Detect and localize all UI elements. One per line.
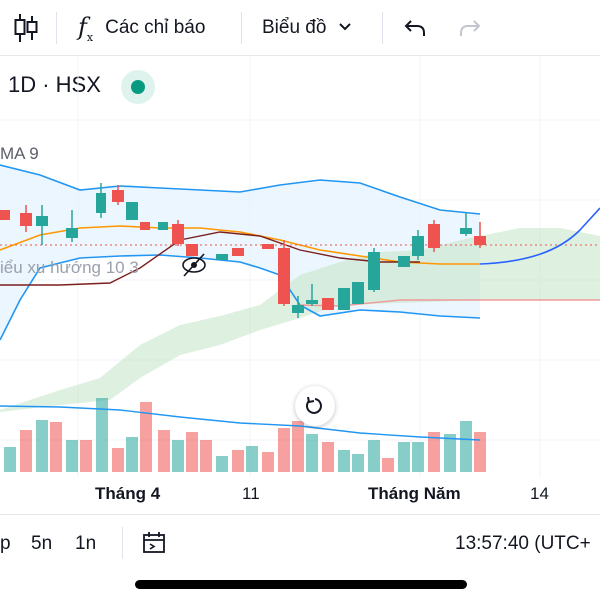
timeframe-partial-button[interactable]: p <box>0 533 11 554</box>
timeframe-5n-button[interactable]: 5n <box>31 533 53 554</box>
trend-indicator-label[interactable]: iểu xu hướng 10 3 <box>0 258 139 277</box>
undo-icon[interactable] <box>403 0 427 56</box>
clock-time[interactable]: 13:57:40 (UTC+ <box>455 533 591 554</box>
top-toolbar: fx Các chỉ báo Biểu đồ <box>0 0 600 56</box>
projection-curve <box>479 207 600 265</box>
market-status-indicator <box>121 70 155 104</box>
indicators-button[interactable]: fx Các chỉ báo <box>78 0 205 56</box>
indicators-label: Các chỉ báo <box>105 17 206 38</box>
bollinger-upper <box>0 164 481 215</box>
volume-bars <box>4 398 486 472</box>
toolbar-divider <box>122 527 123 559</box>
symbol-label[interactable]: 1D · HSX <box>8 72 101 97</box>
redo-icon[interactable] <box>458 0 482 56</box>
toolbar-divider <box>56 12 57 44</box>
ma-indicator-label[interactable]: MA 9 <box>0 144 39 163</box>
candles <box>0 183 486 318</box>
ichimoku-cloud <box>0 228 600 412</box>
hide-icon <box>182 253 206 277</box>
bollinger-lower <box>0 254 481 341</box>
x-tick-label: 11 <box>242 484 260 503</box>
toolbar-divider <box>241 12 242 44</box>
chevron-down-icon <box>338 19 352 37</box>
bottom-toolbar: p 5n 1n 13:57:40 (UTC+ <box>0 514 600 570</box>
chart-type-label: Biểu đồ <box>262 17 327 38</box>
date-range-icon[interactable] <box>142 531 168 560</box>
trend-line <box>0 231 420 286</box>
x-tick-label: 14 <box>530 484 549 503</box>
timeframe-1n-button[interactable]: 1n <box>75 533 97 554</box>
market-open-dot <box>131 80 145 94</box>
reset-chart-button[interactable] <box>295 386 335 426</box>
candles-icon[interactable] <box>12 0 40 56</box>
price-chart[interactable] <box>0 56 600 476</box>
volume-ma-line <box>0 405 481 441</box>
chart-type-button[interactable]: Biểu đồ <box>262 0 352 56</box>
toolbar-divider <box>382 12 383 44</box>
reset-icon <box>306 396 322 414</box>
x-tick-label: Tháng 4 <box>95 484 161 503</box>
home-indicator <box>135 580 467 589</box>
x-tick-label: Tháng Năm <box>368 484 461 503</box>
fx-icon: fx <box>78 12 94 44</box>
